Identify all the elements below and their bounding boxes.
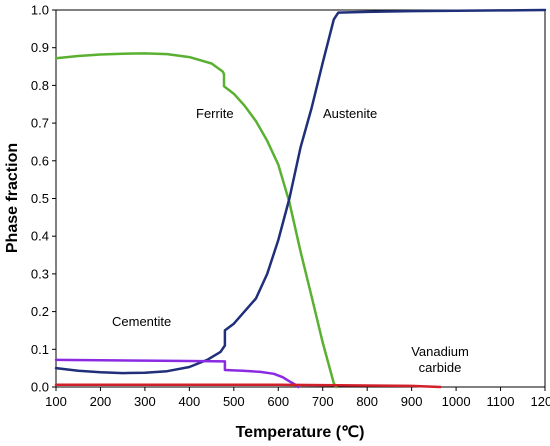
y-tick-label: 1.0 xyxy=(31,3,49,18)
y-tick-label: 0.1 xyxy=(31,342,49,357)
x-tick-label: 900 xyxy=(401,394,423,409)
annotation-vanadium-carbide-line2: carbide xyxy=(419,360,462,375)
x-tick-label: 600 xyxy=(267,394,289,409)
plot-frame xyxy=(55,9,546,388)
x-tick-label: 400 xyxy=(179,394,201,409)
series-line-ferrite xyxy=(54,52,338,389)
x-tick-label: 100 xyxy=(45,394,67,409)
x-tick-label: 800 xyxy=(356,394,378,409)
y-tick-label: 0.4 xyxy=(31,229,49,244)
x-tick-label: 500 xyxy=(223,394,245,409)
y-tick-label: 0.5 xyxy=(31,191,49,206)
y-tick-label: 0.6 xyxy=(31,153,49,168)
series-line-vanadium-carbide xyxy=(54,383,442,389)
annotation-austenite: Austenite xyxy=(323,106,377,121)
y-tick-label: 0.8 xyxy=(31,78,49,93)
y-axis-ticks: 0.0 0.1 0.2 0.3 0.4 0.5 0.6 0.7 0.8 0.9 1.0 xyxy=(31,3,56,395)
y-tick-label: 0.0 xyxy=(31,380,49,395)
y-tick-label: 0.9 xyxy=(31,40,49,55)
x-tick-label: 200 xyxy=(90,394,112,409)
x-tick-label: 700 xyxy=(312,394,334,409)
x-tick-label: 1100 xyxy=(487,394,515,409)
y-axis-title: Phase fraction xyxy=(4,143,21,253)
series-lines xyxy=(54,8,547,389)
x-axis-title: Temperature (℃) xyxy=(236,424,365,441)
x-tick-label: 300 xyxy=(134,394,156,409)
annotation-cementite: Cementite xyxy=(112,314,171,329)
y-tick-label: 0.2 xyxy=(31,304,49,319)
x-tick-label: 1000 xyxy=(442,394,471,409)
series-line-austenite xyxy=(54,8,547,375)
annotation-ferrite: Ferrite xyxy=(196,106,234,121)
series-line-cementite xyxy=(54,358,300,389)
y-tick-label: 0.3 xyxy=(31,266,49,281)
y-tick-label: 0.7 xyxy=(31,116,49,131)
annotation-vanadium-carbide: Vanadium xyxy=(411,344,469,359)
